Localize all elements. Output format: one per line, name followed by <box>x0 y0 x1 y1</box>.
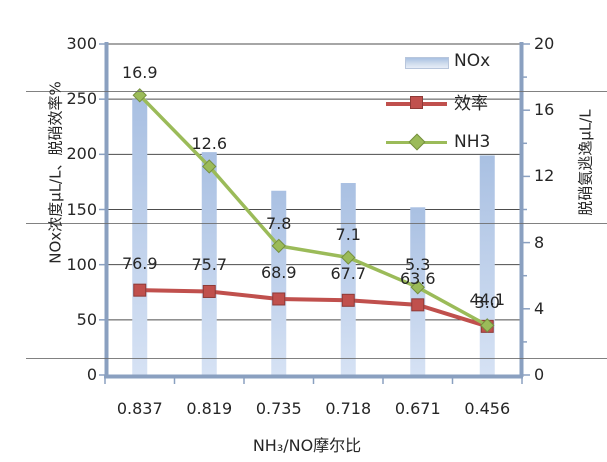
left-axis-tick-label: 50 <box>76 309 97 329</box>
data-label-nh3: 7.1 <box>335 225 361 245</box>
marker-square-efficiency <box>272 292 286 306</box>
marker-diamond-nh3 <box>341 250 356 265</box>
legend-label-efficiency: 效率 <box>454 94 488 114</box>
x-axis-title: NH₃/NO摩尔比 <box>252 436 362 455</box>
legend: NOx 效率 NH3 <box>380 44 520 159</box>
x-axis-category-label: 0.837 <box>116 399 163 418</box>
document-rule-line <box>26 358 607 359</box>
data-label-efficiency: 75.7 <box>191 255 228 275</box>
right-axis-tick-label: 16 <box>534 100 555 120</box>
right-axis-tick-label: 12 <box>534 166 555 186</box>
x-axis-category-label: 0.735 <box>255 399 302 418</box>
data-label-nh3: 5.3 <box>405 255 431 275</box>
right-axis-title: 脱硝氨逃逸μL/L <box>576 109 595 216</box>
line-nh3 <box>138 94 489 327</box>
bar-nox <box>132 99 148 376</box>
document-rule-line <box>26 91 607 92</box>
legend-marker-efficiency-square <box>410 96 423 109</box>
x-axis-category-label: 0.456 <box>464 399 511 418</box>
legend-swatch-nox-bar <box>405 57 449 69</box>
marker-square-efficiency <box>133 283 147 297</box>
legend-marker-nh3-diamond <box>408 133 426 151</box>
data-label-efficiency: 63.6 <box>399 268 436 288</box>
marker-square-efficiency <box>202 284 216 298</box>
data-label-efficiency: 68.9 <box>260 262 297 282</box>
data-label-efficiency: 76.9 <box>121 254 158 274</box>
left-axis-tick-label: 100 <box>66 254 97 274</box>
legend-label-nox: NOx <box>454 51 491 71</box>
marker-diamond-nh3 <box>410 280 425 295</box>
left-axis-tick-label: 300 <box>66 34 97 53</box>
right-axis-tick-label: 0 <box>534 365 545 384</box>
marker-diamond-nh3 <box>480 318 495 333</box>
marker-diamond-nh3 <box>202 159 217 174</box>
marker-diamond-nh3 <box>271 238 286 254</box>
data-label-nh3: 3.0 <box>474 293 500 313</box>
marker-square-efficiency <box>341 293 355 307</box>
left-axis-tick-label: 0 <box>86 365 97 384</box>
left-axis-tick-label: 200 <box>66 144 97 164</box>
data-label-nh3: 16.9 <box>121 63 158 83</box>
data-label-efficiency: 44.1 <box>469 290 506 310</box>
right-axis-tick-label: 20 <box>534 34 555 53</box>
document-rule-line <box>26 223 607 224</box>
right-axis-tick-label: 8 <box>534 232 545 252</box>
legend-label-nh3: NH3 <box>454 132 491 152</box>
bar-nox <box>201 152 217 375</box>
data-label-nh3: 7.8 <box>266 213 292 233</box>
bar-nox <box>340 183 356 375</box>
bar-nox <box>271 190 287 375</box>
data-label-nh3: 12.6 <box>191 134 228 154</box>
marker-square-efficiency <box>411 298 425 312</box>
left-axis-tick-label: 250 <box>66 89 97 109</box>
line-efficiency <box>139 288 488 329</box>
right-axis-tick-label: 4 <box>534 298 545 318</box>
x-axis-category-label: 0.718 <box>325 399 372 418</box>
marker-diamond-nh3 <box>132 88 147 103</box>
left-axis-tick-label: 150 <box>66 199 97 219</box>
x-axis-category-label: 0.671 <box>394 399 441 418</box>
data-label-efficiency: 67.7 <box>330 264 367 284</box>
bar-nox <box>479 155 495 375</box>
x-axis-category-label: 0.819 <box>186 399 233 418</box>
